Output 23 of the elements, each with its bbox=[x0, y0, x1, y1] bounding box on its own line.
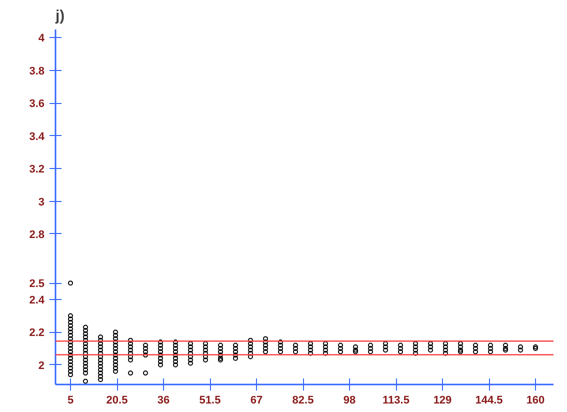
chart-title: j) bbox=[54, 8, 65, 24]
x-tick-label: 51.5 bbox=[199, 394, 221, 406]
y-tick-label: 3.2 bbox=[29, 164, 45, 176]
y-tick-label: 2.5 bbox=[29, 278, 45, 290]
y-tick-label: 3.4 bbox=[29, 130, 46, 143]
x-tick-label: 113.5 bbox=[382, 394, 410, 406]
y-tick-label: 2.2 bbox=[29, 327, 45, 340]
y-tick-label: 2.4 bbox=[29, 294, 46, 306]
x-tick-label: 82.5 bbox=[292, 394, 314, 406]
y-tick-label: 3 bbox=[38, 196, 45, 208]
x-tick-label: 67 bbox=[250, 394, 263, 406]
x-tick-label: 20.5 bbox=[106, 394, 128, 406]
x-tick-label: 160 bbox=[526, 394, 545, 406]
x-tick-label: 36 bbox=[157, 394, 170, 406]
y-tick-label: 2 bbox=[38, 360, 45, 372]
y-tick-label: 4 bbox=[38, 32, 46, 45]
x-tick-label: 98 bbox=[343, 394, 356, 406]
x-tick-label: 5 bbox=[67, 394, 74, 406]
y-tick-label: 3.8 bbox=[29, 65, 45, 78]
y-tick-label: 3.6 bbox=[29, 98, 45, 110]
y-tick-label: 2.8 bbox=[29, 228, 45, 241]
x-tick-label: 144.5 bbox=[475, 394, 503, 406]
x-tick-label: 129 bbox=[433, 394, 452, 406]
